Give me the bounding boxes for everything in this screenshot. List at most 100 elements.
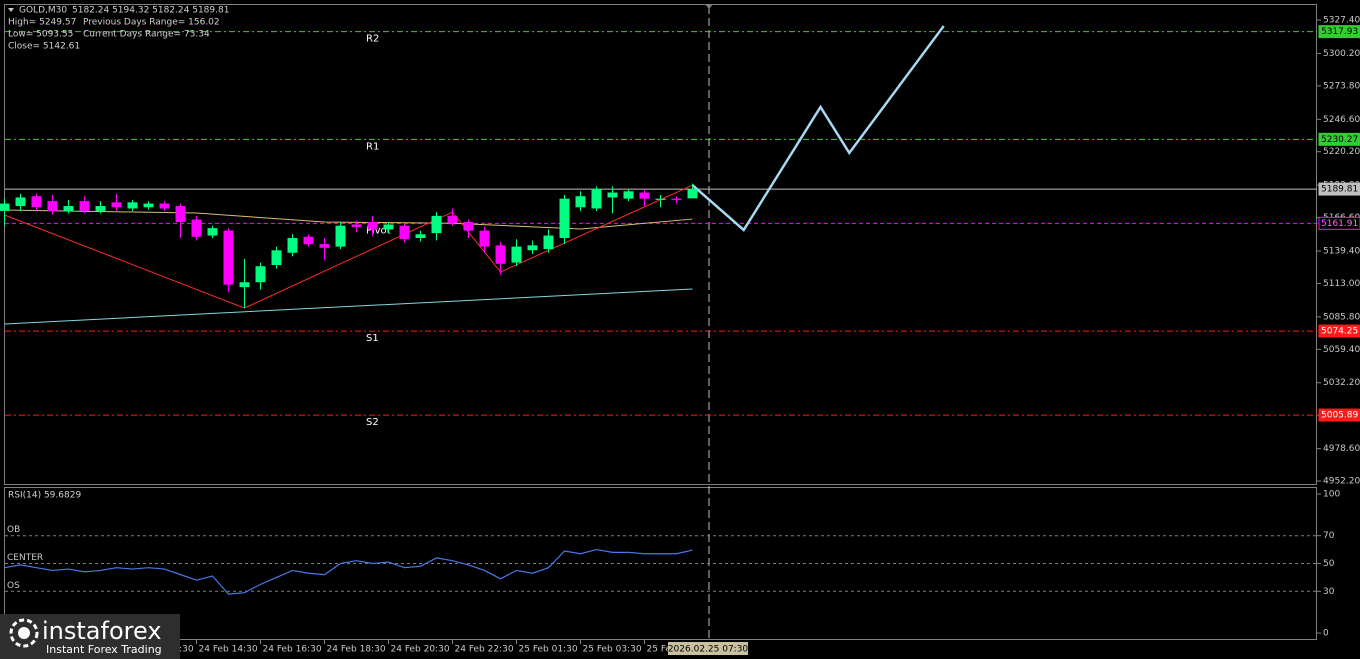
price-box [1318, 324, 1360, 338]
price-label: 5230.27 [1321, 135, 1358, 145]
x-tick-label: 24 Feb 22:30 [455, 645, 514, 655]
candle-body [671, 198, 682, 200]
y-tick-label: 4952.20 [1323, 477, 1360, 487]
price-box [1318, 182, 1360, 196]
candle-body [319, 244, 330, 248]
candle-body [655, 198, 666, 200]
candle-body [127, 202, 138, 209]
price-label: 5074.25 [1321, 327, 1358, 337]
y-tick-label: 50 [1323, 559, 1335, 569]
candle-body [639, 192, 650, 199]
rsi-line [4, 548, 693, 595]
candle-body [239, 282, 250, 288]
price-label: 5317.93 [1321, 27, 1358, 37]
level-name: R2 [366, 34, 379, 45]
y-tick-label: 70 [1323, 531, 1335, 541]
candle-body [495, 245, 506, 264]
candle-body [63, 206, 74, 211]
candle-body [159, 203, 170, 209]
candle-body [47, 201, 58, 211]
x-tick-label: 25 Feb 03:30 [583, 645, 642, 655]
y-tick-label: 5139.40 [1323, 247, 1360, 257]
level-name: Pivot [366, 225, 391, 236]
candle-body [591, 188, 602, 209]
level-name: CENTER [7, 553, 43, 563]
level-name: S1 [366, 333, 379, 344]
logo-name: instaforex [42, 617, 162, 645]
logo-tagline: Instant Forex Trading [46, 643, 162, 656]
candle-body [479, 230, 490, 247]
candle-body [0, 203, 10, 211]
price-box [1318, 408, 1360, 422]
logo-icon [9, 618, 39, 648]
y-tick-label: 30 [1323, 587, 1335, 597]
candle-body [383, 224, 394, 230]
price-label: 5005.89 [1321, 411, 1358, 421]
candle-body [303, 236, 314, 245]
candle-body [511, 246, 522, 263]
candle-body [367, 222, 378, 230]
x-tick-label: 24 Feb 20:30 [391, 645, 450, 655]
candle-body [415, 234, 426, 238]
level-name: R1 [366, 141, 379, 152]
y-tick-label: 4978.60 [1323, 444, 1360, 454]
candle-body [335, 225, 346, 247]
rsi-pane-border [4, 487, 1317, 640]
info-high: High= 5249.57 [8, 18, 76, 28]
candle-body [623, 191, 634, 199]
plot-layer: 5327.405300.205273.805246.605220.205193.… [0, 15, 1360, 655]
level-name: OB [7, 525, 20, 535]
y-tick-label: 5246.60 [1323, 115, 1360, 125]
info-cur-range: Current Days Range= 73.34 [83, 30, 210, 40]
rsi-title: RSI(14) 59.6829 [8, 491, 81, 501]
y-tick-label: 5327.40 [1323, 15, 1360, 25]
x-tick-label: 24 Feb 18:30 [327, 645, 386, 655]
candle-body [223, 230, 234, 285]
candle-body [527, 245, 538, 251]
price-label: 5161.91 [1321, 219, 1358, 229]
info-close: Close= 5142.61 [8, 42, 80, 52]
y-tick-label: 5113.00 [1323, 279, 1360, 289]
candle-body [111, 202, 122, 208]
candle-body [575, 196, 586, 208]
info-prev-range: Previous Days Range= 156.02 [83, 18, 220, 28]
cursor-label-box [668, 642, 748, 655]
candle-body [31, 196, 42, 208]
candle-body [271, 250, 282, 266]
price-box [1318, 25, 1360, 39]
candle-body [191, 219, 202, 237]
y-tick-label: 5300.20 [1323, 49, 1360, 59]
y-tick-label: 0 [1323, 629, 1329, 639]
candle-body [463, 222, 474, 231]
x-tick-label: 25 Feb 01:30 [519, 645, 578, 655]
x-tick-label: 24 Feb 16:30 [263, 645, 322, 655]
y-tick-label: 5085.80 [1323, 312, 1360, 322]
logo-icon-core [18, 627, 30, 639]
candle-body [351, 224, 362, 227]
candle-body [399, 225, 410, 240]
logo: instaforex Instant Forex Trading [0, 614, 180, 659]
level-name: OS [7, 581, 20, 591]
y-tick-label: 100 [1323, 489, 1340, 499]
y-tick-label: 5032.20 [1323, 378, 1360, 388]
price-label: 5189.81 [1321, 185, 1358, 195]
ohlc: 5182.24 5194.32 5182.24 5189.81 [72, 6, 229, 16]
candle-body [287, 237, 298, 253]
candle-body [207, 228, 218, 236]
price-box [1318, 132, 1360, 146]
level-name: S2 [366, 417, 379, 428]
cursor-label: 2026.02.25 07:30 [668, 645, 749, 655]
symbol: GOLD,M30 [19, 6, 67, 16]
y-tick-label: 5273.80 [1323, 81, 1360, 91]
candle-body [543, 235, 554, 250]
candle-body [447, 215, 458, 224]
candle-body [559, 198, 570, 238]
candle-body [431, 215, 442, 234]
candle-body [175, 206, 186, 223]
candle-body [143, 203, 154, 208]
price-box [1318, 216, 1360, 230]
candle-body [15, 197, 26, 207]
main-pane-border [4, 4, 1317, 485]
